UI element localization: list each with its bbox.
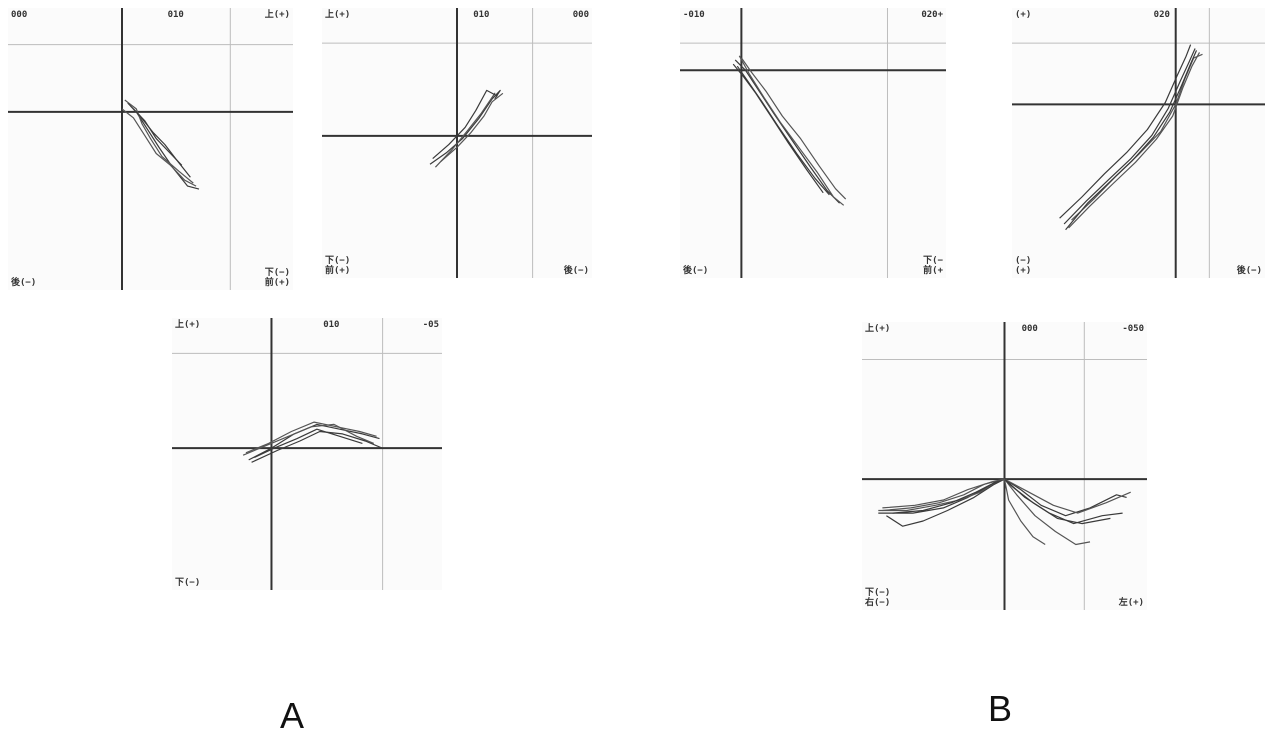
p4-label-br2: 後(−) <box>1236 266 1262 276</box>
p2-trace-3 <box>432 89 498 160</box>
p5-trace-3 <box>251 430 383 463</box>
p1-trace-2 <box>121 108 197 187</box>
p1-label-tl: 000 <box>11 10 28 20</box>
p5-trace-2 <box>242 423 375 456</box>
p5-trace-4 <box>245 421 377 454</box>
p6-label-tc: 000 <box>1021 324 1038 334</box>
p2-label-br2: 後(−) <box>563 266 589 276</box>
p2-label-tr: 000 <box>572 10 589 20</box>
p6-trace-1 <box>878 478 1127 517</box>
p6-label-tr: -050 <box>1122 324 1144 334</box>
p3-label-br1: 下(− <box>923 256 943 266</box>
p1-label-tc: 010 <box>167 10 184 20</box>
group-label-b: B <box>988 688 1013 729</box>
p5-trace-1 <box>248 423 380 461</box>
p6-trace-5 <box>892 478 1111 525</box>
chart-panel-a-3: 上(+) 010 -05 下(−) <box>172 318 442 590</box>
p5-label-tl: 上(+) <box>175 320 201 330</box>
p5-trace-5 <box>254 428 363 459</box>
p6-label-br2: 左(+) <box>1118 598 1144 608</box>
chart-panel-b-3: 上(+) 000 -050 左(+) 下(−) 右(−) <box>862 322 1147 610</box>
p2-trace-4 <box>440 92 504 162</box>
p3-label-br2: 前(+ <box>923 266 943 276</box>
p5-label-bl: 下(−) <box>175 578 201 588</box>
p3-trace-4 <box>740 57 847 200</box>
p2-trace-2 <box>434 92 496 168</box>
p3-trace-3 <box>732 63 824 194</box>
p4-label-tc: 020 <box>1153 10 1170 20</box>
p1-label-br2: 前(+) <box>264 278 290 288</box>
p3-label-tr: 020+ <box>921 10 943 20</box>
p2-label-bl: 下(−) 前(+) <box>325 256 351 276</box>
p5-label-tc: 010 <box>323 320 340 330</box>
p2-label-tc: 010 <box>473 10 490 20</box>
p3-trace-5 <box>736 65 830 196</box>
p4-trace-1 <box>1063 48 1196 225</box>
p3-plot <box>680 8 946 278</box>
p1-trace-4 <box>124 99 194 184</box>
p4-label-tl: (+) <box>1015 10 1032 20</box>
p1-trace-5 <box>132 108 183 166</box>
chart-panel-a-1: 000 010 上(+) 下(−) 前(+) 後(−) <box>8 8 293 290</box>
p6-label-tl: 上(+) <box>865 324 891 334</box>
p4-label-bl: (−) (+) <box>1015 256 1032 276</box>
p4-trace-3 <box>1059 44 1192 219</box>
p4-trace-5 <box>1065 50 1198 231</box>
p6-label-bl: 下(−) 右(−) <box>865 588 891 608</box>
p1-label-bl: 後(−) <box>11 278 37 288</box>
p1-plot <box>8 8 293 290</box>
p5-plot <box>172 318 442 590</box>
p5-label-tr: -05 <box>422 320 439 330</box>
p6-plot <box>862 322 1147 610</box>
p3-trace-2 <box>738 55 845 206</box>
p2-label-tl: 上(+) <box>325 10 351 20</box>
p3-label-tl: -010 <box>683 10 705 20</box>
chart-panel-b-1: -010 020+ 下(− 前(+ 後(−) <box>680 8 946 278</box>
p2-plot <box>322 8 592 278</box>
p3-trace-1 <box>734 59 841 204</box>
chart-panel-b-2: (+) 020 後(−) (−) (+) <box>1012 8 1265 278</box>
p3-label-bl: 後(−) <box>683 266 709 276</box>
group-label-a: A <box>280 695 305 736</box>
p1-label-br1: 下(−) <box>264 268 290 278</box>
p1-label-tr: 上(+) <box>264 10 290 20</box>
p4-plot <box>1012 8 1265 278</box>
p2-trace-1 <box>429 89 501 165</box>
p4-trace-4 <box>1071 53 1203 221</box>
chart-panel-a-2: 上(+) 010 000 後(−) 下(−) 前(+) <box>322 8 592 278</box>
p6-trace-6 <box>882 478 1046 546</box>
p4-trace-2 <box>1068 52 1201 229</box>
